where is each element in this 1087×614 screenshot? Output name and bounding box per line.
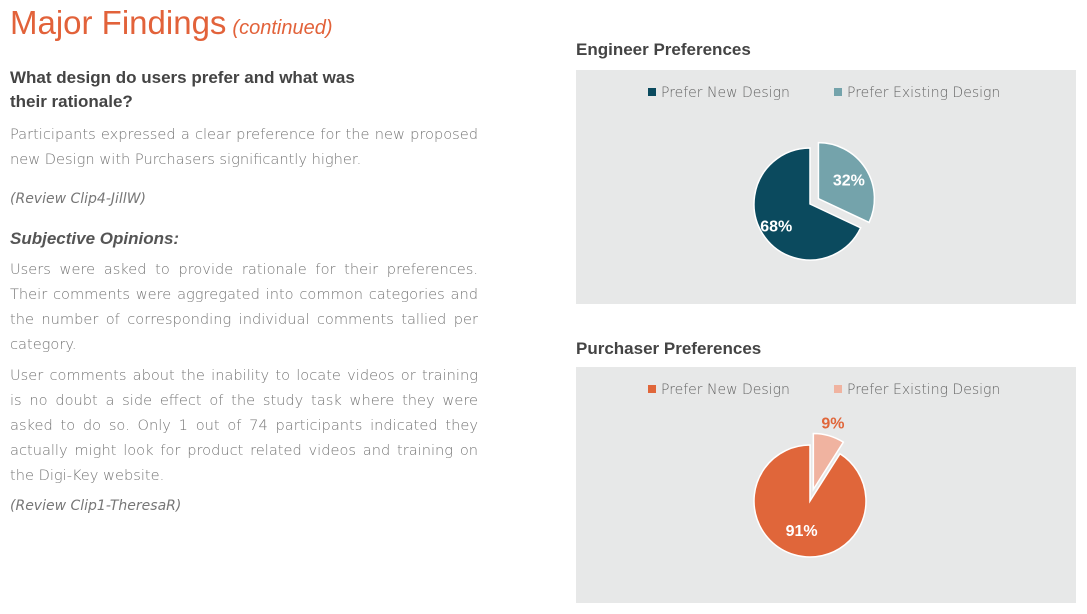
rationale-paragraph: Users were asked to provide rationale fo…	[10, 261, 478, 353]
engineer-label-new: 68%	[760, 218, 792, 235]
purchaser-pie-chart: 9% 91%	[753, 415, 867, 558]
purchaser-slice-new	[753, 444, 867, 558]
page-title-main: Major Findings	[10, 4, 227, 41]
engineer-pie-chart: 32% 68%	[753, 141, 876, 261]
purchaser-legend-new: Prefer New Design	[648, 381, 790, 399]
preference-paragraph: Participants expressed a clear preferenc…	[10, 126, 478, 168]
engineer-legend-new-label: Prefer New Design	[661, 85, 790, 101]
purchaser-legend-existing-label: Prefer Existing Design	[847, 382, 1001, 398]
purchaser-legend-new-swatch	[648, 385, 656, 393]
purchaser-label-existing: 9%	[821, 415, 844, 432]
purchaser-chart-title: Purchaser Preferences	[576, 339, 762, 358]
engineer-chart-legend: Prefer New Design Prefer Existing Design	[576, 84, 1076, 102]
engineer-legend-new: Prefer New Design	[648, 84, 790, 102]
purchaser-label-new: 91%	[786, 523, 818, 540]
purchaser-legend-new-label: Prefer New Design	[661, 382, 790, 398]
review-clip-reference-1: (Review Clip4-JillW)	[10, 191, 146, 207]
engineer-slice-new	[753, 147, 862, 261]
engineer-legend-existing: Prefer Existing Design	[834, 84, 1000, 102]
purchaser-chart-panel: Prefer New Design Prefer Existing Design…	[576, 367, 1076, 603]
purchaser-legend-existing: Prefer Existing Design	[834, 381, 1000, 399]
comments-paragraph: User comments about the inability to loc…	[10, 367, 478, 484]
engineer-label-existing: 32%	[833, 172, 865, 189]
review-clip-reference-2: (Review Clip1-TheresaR)	[10, 498, 182, 514]
findings-text-column: What design do users prefer and what was…	[10, 66, 478, 518]
engineer-legend-new-swatch	[648, 88, 656, 96]
engineer-slice-existing	[817, 141, 876, 224]
engineer-legend-existing-label: Prefer Existing Design	[847, 85, 1001, 101]
page-title: Major Findings (continued)	[10, 4, 332, 42]
page-title-suffix: (continued)	[232, 17, 333, 39]
engineer-legend-existing-swatch	[834, 88, 842, 96]
subjective-opinions-heading: Subjective Opinions:	[10, 229, 180, 248]
purchaser-chart-legend: Prefer New Design Prefer Existing Design	[576, 381, 1076, 399]
engineer-chart-panel: Prefer New Design Prefer Existing Design…	[576, 70, 1076, 304]
question-heading: What design do users prefer and what was…	[10, 68, 355, 111]
engineer-chart-title: Engineer Preferences	[576, 40, 751, 59]
purchaser-slice-existing	[812, 432, 845, 493]
purchaser-legend-existing-swatch	[834, 385, 842, 393]
